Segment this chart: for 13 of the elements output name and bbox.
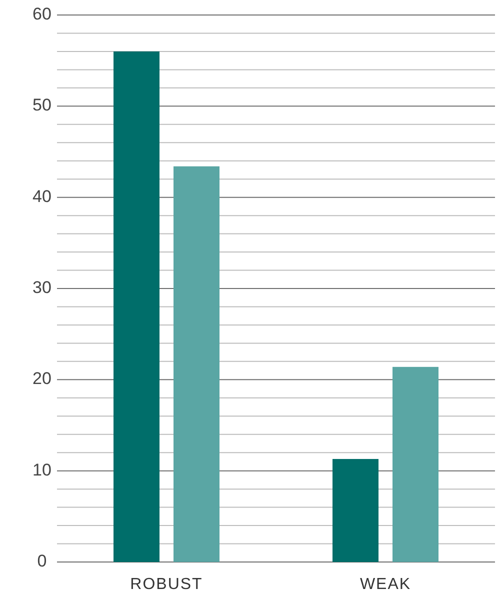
y-tick-label: 20 (32, 369, 52, 388)
y-tick-label: 40 (32, 186, 52, 206)
bar (392, 366, 438, 562)
bar (114, 51, 160, 562)
x-tick-label: ROBUST (130, 576, 203, 593)
bar (332, 458, 378, 562)
y-tick-label: 10 (32, 460, 52, 480)
bar (174, 166, 220, 562)
y-tick-label: 50 (32, 96, 52, 115)
y-tick-label: 60 (32, 4, 52, 24)
y-tick-label: 30 (32, 278, 52, 297)
x-tick-label: WEAK (360, 576, 412, 593)
y-tick-label: 0 (37, 551, 47, 570)
